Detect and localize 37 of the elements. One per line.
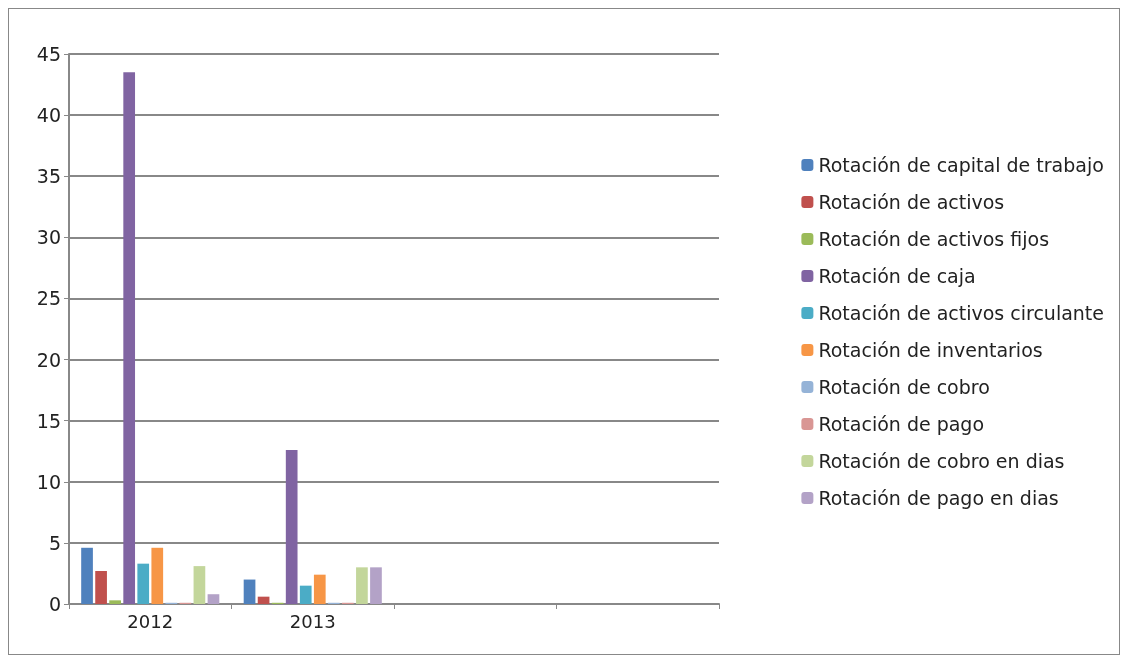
- bar: [285, 450, 298, 604]
- y-tick-label: 35: [36, 165, 61, 188]
- legend-label: Rotación de activos fijos: [818, 228, 1050, 250]
- x-tick-label: 2013: [289, 610, 336, 632]
- bar: [123, 72, 136, 604]
- legend-label: Rotación de pago: [818, 413, 985, 435]
- y-tick-label: 40: [36, 104, 61, 127]
- bar: [81, 547, 93, 604]
- y-tick-label: 30: [36, 226, 61, 249]
- y-tick-label: 5: [48, 531, 61, 554]
- bar: [109, 600, 121, 604]
- bar: [356, 567, 368, 604]
- y-tick-label: 45: [36, 43, 61, 65]
- legend-label: Rotación de capital de trabajo: [818, 154, 1104, 176]
- x-tick-label: 2012: [127, 610, 174, 632]
- y-tick-label: 10: [36, 470, 61, 493]
- bar: [243, 579, 256, 604]
- bar: [207, 594, 220, 604]
- bar: [313, 574, 326, 604]
- y-tick-label: 0: [48, 593, 61, 615]
- bar: [370, 567, 382, 604]
- bar: [137, 563, 150, 604]
- bar: [257, 596, 270, 604]
- legend-label: Rotación de cobro: [818, 376, 990, 398]
- legend-label: Rotación de caja: [818, 265, 976, 287]
- legend-label: Rotación de inventarios: [818, 339, 1043, 361]
- legend-label: Rotación de activos circulante: [818, 302, 1104, 324]
- y-tick-label: 20: [36, 348, 61, 371]
- y-tick-label: 25: [36, 287, 61, 310]
- bar: [95, 571, 107, 604]
- bar: [299, 585, 312, 604]
- legend-label: Rotación de cobro en dias: [818, 450, 1065, 472]
- legend-label: Rotación de pago en dias: [818, 487, 1059, 509]
- legend-label: Rotación de activos: [818, 191, 1005, 213]
- bar: [193, 566, 206, 604]
- bar: [151, 547, 164, 604]
- y-tick-label: 15: [36, 409, 61, 432]
